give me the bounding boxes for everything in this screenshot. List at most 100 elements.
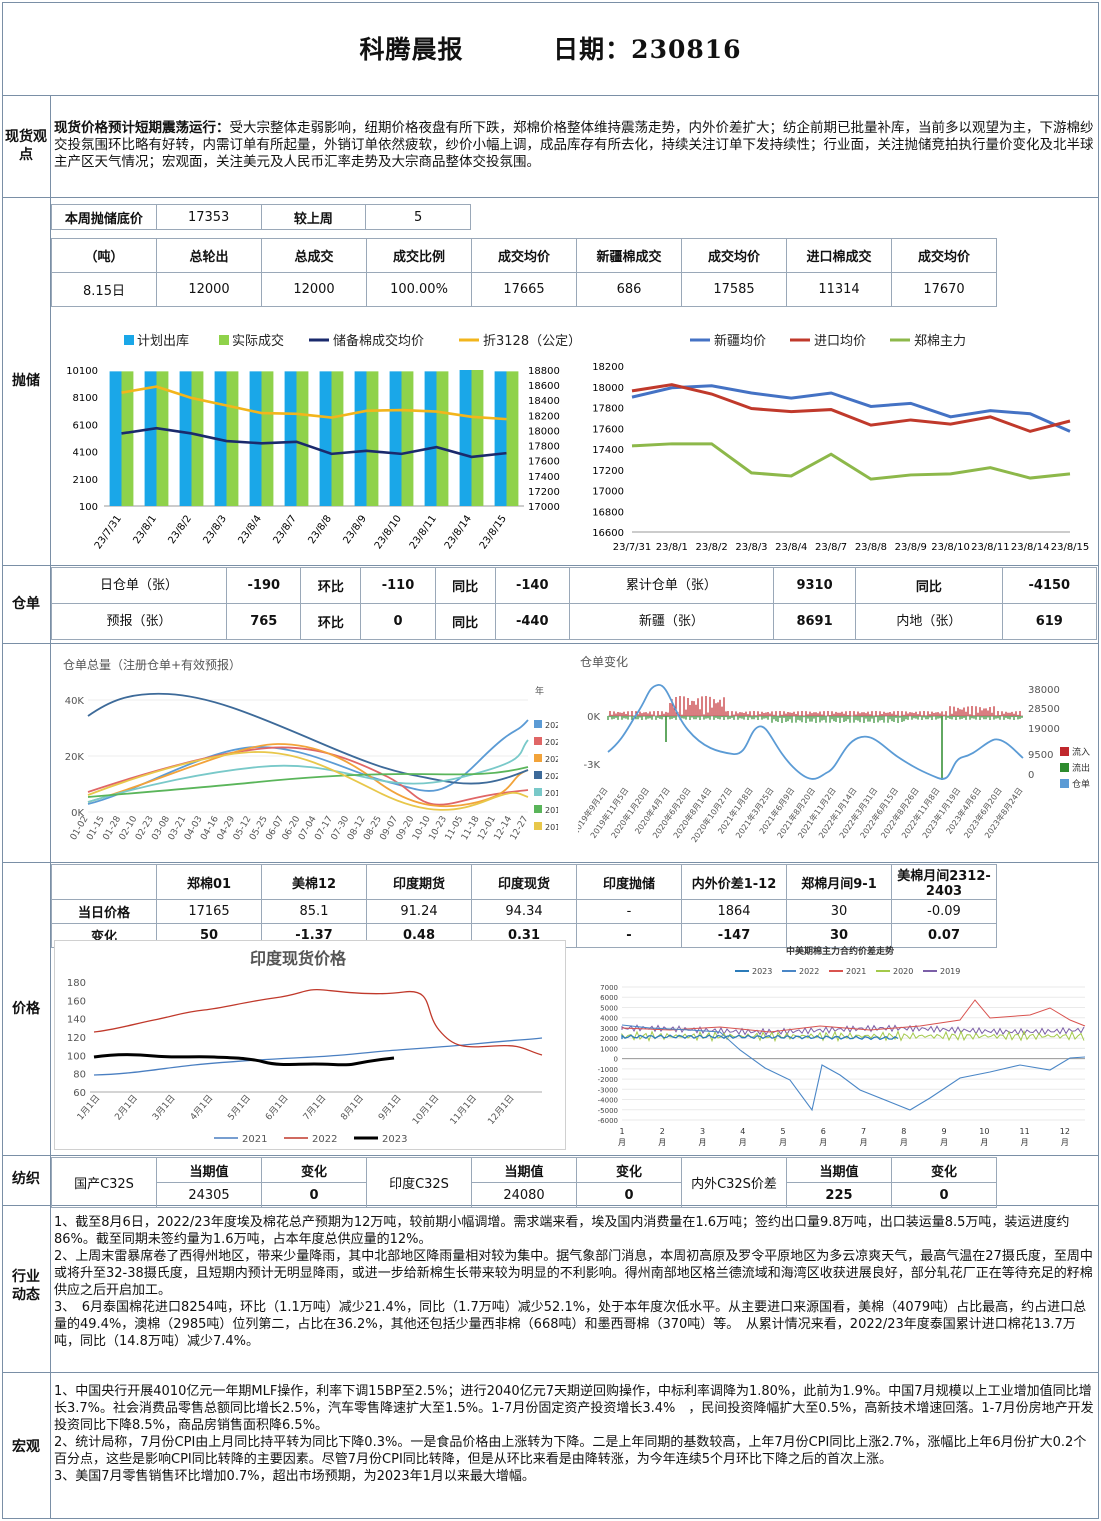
c2-legend-1-label: 进口均价 [814, 334, 866, 349]
industry-item-2: 2、上周末雷暴席卷了西得州地区，带来少量降雨，其中北部地区降雨量相对较为集中。据… [54, 1249, 1093, 1298]
warehouse-r2-cell-6: 新疆（张） [568, 603, 774, 640]
auction-header-cell-5: 新疆棉成交 [576, 238, 682, 273]
c6-xunit-2: 月 [699, 1138, 707, 1147]
c1-legend-1-label: 实际成交 [232, 333, 284, 349]
warehouse-r1-cell-5: -140 [494, 567, 570, 604]
c1-xtick-4: 23/8/4 [236, 513, 263, 546]
c6-xtick-9: 10 [979, 1127, 989, 1136]
auction-value-cell-2: 12000 [261, 272, 367, 307]
c6-line-2022 [621, 1024, 1086, 1112]
c2-legend-2-label: 郑棉主力 [914, 334, 966, 349]
c1-bar-planned-0 [109, 371, 122, 506]
c2-xtick-8: 23/8/10 [931, 542, 970, 553]
textile-india-change-label: 变化 [576, 1157, 682, 1183]
c3-series-2017 [87, 751, 529, 811]
c1-line-2 [121, 426, 507, 459]
c6-ytick-9: -2000 [598, 1076, 618, 1084]
auction-header-cell-8: 成交均价 [891, 238, 997, 273]
c4-stock-line [607, 684, 1024, 780]
c4-legend-label-1: 流出 [1072, 762, 1090, 774]
c3-legend-swatch-6 [534, 822, 542, 830]
c5-title: 印度现货价格 [250, 949, 347, 968]
c6-title: 中美期棉主力合约价差走势 [786, 945, 894, 957]
c6-xunit-10: 月 [1021, 1138, 1029, 1147]
price-today-cell-0: 当日价格 [51, 899, 157, 924]
c4-yright-1: 28500 [1028, 704, 1060, 715]
auction-value-cell-1: 12000 [156, 272, 262, 307]
c6-ytick-8: -1000 [598, 1066, 618, 1074]
section-auction-label: 抛储 [12, 373, 40, 389]
c6-xtick-3: 4 [740, 1127, 745, 1136]
textile-domestic-label: 国产C32S [51, 1157, 157, 1208]
c1-ytick-0: 100 [79, 502, 98, 513]
c2-xtick-4: 23/8/4 [775, 542, 807, 553]
c2-xtick-11: 23/8/15 [1051, 542, 1090, 553]
section-price-label: 价格 [12, 1001, 40, 1017]
c6-line-2021 [621, 999, 1086, 1033]
warehouse-r2-cell-5: -440 [494, 603, 570, 640]
c2-xtick-2: 23/8/2 [696, 542, 728, 553]
c6-xunit-11: 月 [1061, 1138, 1069, 1147]
c3-legend-label-5: 2018 [545, 806, 558, 815]
c1-y2tick-1: 17200 [528, 487, 560, 498]
c2-xtick-1: 23/8/1 [656, 542, 688, 553]
spot-view-paragraph: 现货价格预计短期震荡运行：受大宗整体走弱影响，纽期价格夜盘有所下跌，郑棉价格整体… [54, 120, 1096, 171]
c5-legend-label-2: 2023 [382, 1134, 407, 1145]
c5-line-2022 [93, 988, 543, 1056]
c6-legend-label-1: 2022 [799, 967, 819, 976]
c6-xunit-7: 月 [900, 1138, 908, 1147]
c6-line-2020 [621, 1029, 1085, 1043]
c1-bar-actual-2 [191, 371, 204, 506]
auction-value-cell-3: 100.00% [366, 272, 472, 307]
auction-result-table: （吨） 总轮出 总成交 成交比例 成交均价 新疆棉成交 成交均价 进口棉成交 成交均价 8.15… [51, 238, 997, 307]
c1-bar-actual-4 [261, 371, 274, 506]
c1-xtick-0: 23/7/31 [93, 513, 124, 551]
auction-values-row: 8.15日 12000 12000 100.00% 17665 686 17585 11314… [51, 272, 997, 307]
textile-india-current: 24080 [471, 1182, 577, 1208]
c6-line-2019 [621, 1024, 1085, 1036]
c2-ytick-1: 16800 [592, 507, 624, 518]
c1-bar-planned-8 [389, 371, 402, 506]
section-warehouse-label: 仓单 [12, 596, 40, 612]
c2-legend-0-label: 新疆均价 [714, 333, 766, 349]
price-today-cell-4: 94.34 [471, 899, 577, 924]
c2-ytick-4: 17400 [592, 445, 624, 456]
industry-item-3: 3、 6月泰国棉花进口8254吨，环比（1.1万吨）减少21.4%，同比（1.7… [54, 1300, 1087, 1349]
price-today-cell-8: -0.09 [891, 899, 997, 924]
c4-legend-swatch-1 [1060, 763, 1069, 772]
c3-legend-label-1: 2022 [545, 738, 558, 747]
macro-news: 1、中国央行开展4010亿元一年期MLF操作，利率下调15BP至2.5%；进行2… [54, 1383, 1096, 1485]
c5-ytick-4: 140 [67, 1015, 86, 1026]
warehouse-r2-cell-7: 8691 [772, 603, 857, 640]
price-today-cell-1: 17165 [156, 899, 262, 924]
c2-ytick-3: 17200 [592, 466, 624, 477]
warehouse-r1-cell-8: 同比 [855, 567, 1003, 604]
c5-legend-label-0: 2021 [242, 1134, 267, 1145]
textile-domestic-change: 0 [261, 1182, 367, 1208]
c2-line-0 [631, 384, 1071, 433]
c6-ytick-11: -4000 [598, 1097, 618, 1105]
c1-legend-0-label: 计划出库 [137, 333, 189, 349]
price-header-cell-2: 美棉12 [261, 864, 367, 900]
industry-item-1: 1、截至8月6日，2022/23年度埃及棉花总产预期为12万吨，较前期小幅调增。… [54, 1215, 1070, 1247]
c1-y2tick-7: 18400 [528, 396, 560, 407]
macro-item-3: 3、美国7月零售销售环比增加0.7%，超出市场预期，为2023年1月以来最大增幅… [54, 1469, 535, 1484]
c2-line-2 [631, 442, 1071, 481]
c1-bar-planned-6 [319, 371, 332, 506]
c6-legend-label-4: 2019 [940, 967, 960, 976]
c1-legend-1-swatch [219, 335, 229, 345]
c5-ytick-2: 100 [67, 1051, 86, 1062]
c6-xtick-1: 2 [660, 1127, 665, 1136]
c3-legend-label-2: 2021 [545, 755, 558, 764]
textile-spread-change-label: 变化 [891, 1157, 997, 1183]
spot-view-lead: 现货价格预计短期震荡运行： [54, 120, 230, 136]
c3-legend-swatch-4 [534, 788, 542, 796]
c4-outflow-bars [607, 716, 1023, 723]
c1-xtick-2: 23/8/2 [166, 513, 193, 546]
c2-ytick-6: 17800 [592, 404, 624, 415]
price-today-row: 当日价格 17165 85.1 91.24 94.34-1864 30 -0.09 [51, 899, 997, 924]
warehouse-r2-cell-9: 619 [1001, 603, 1098, 640]
c1-bar-planned-9 [424, 371, 437, 506]
